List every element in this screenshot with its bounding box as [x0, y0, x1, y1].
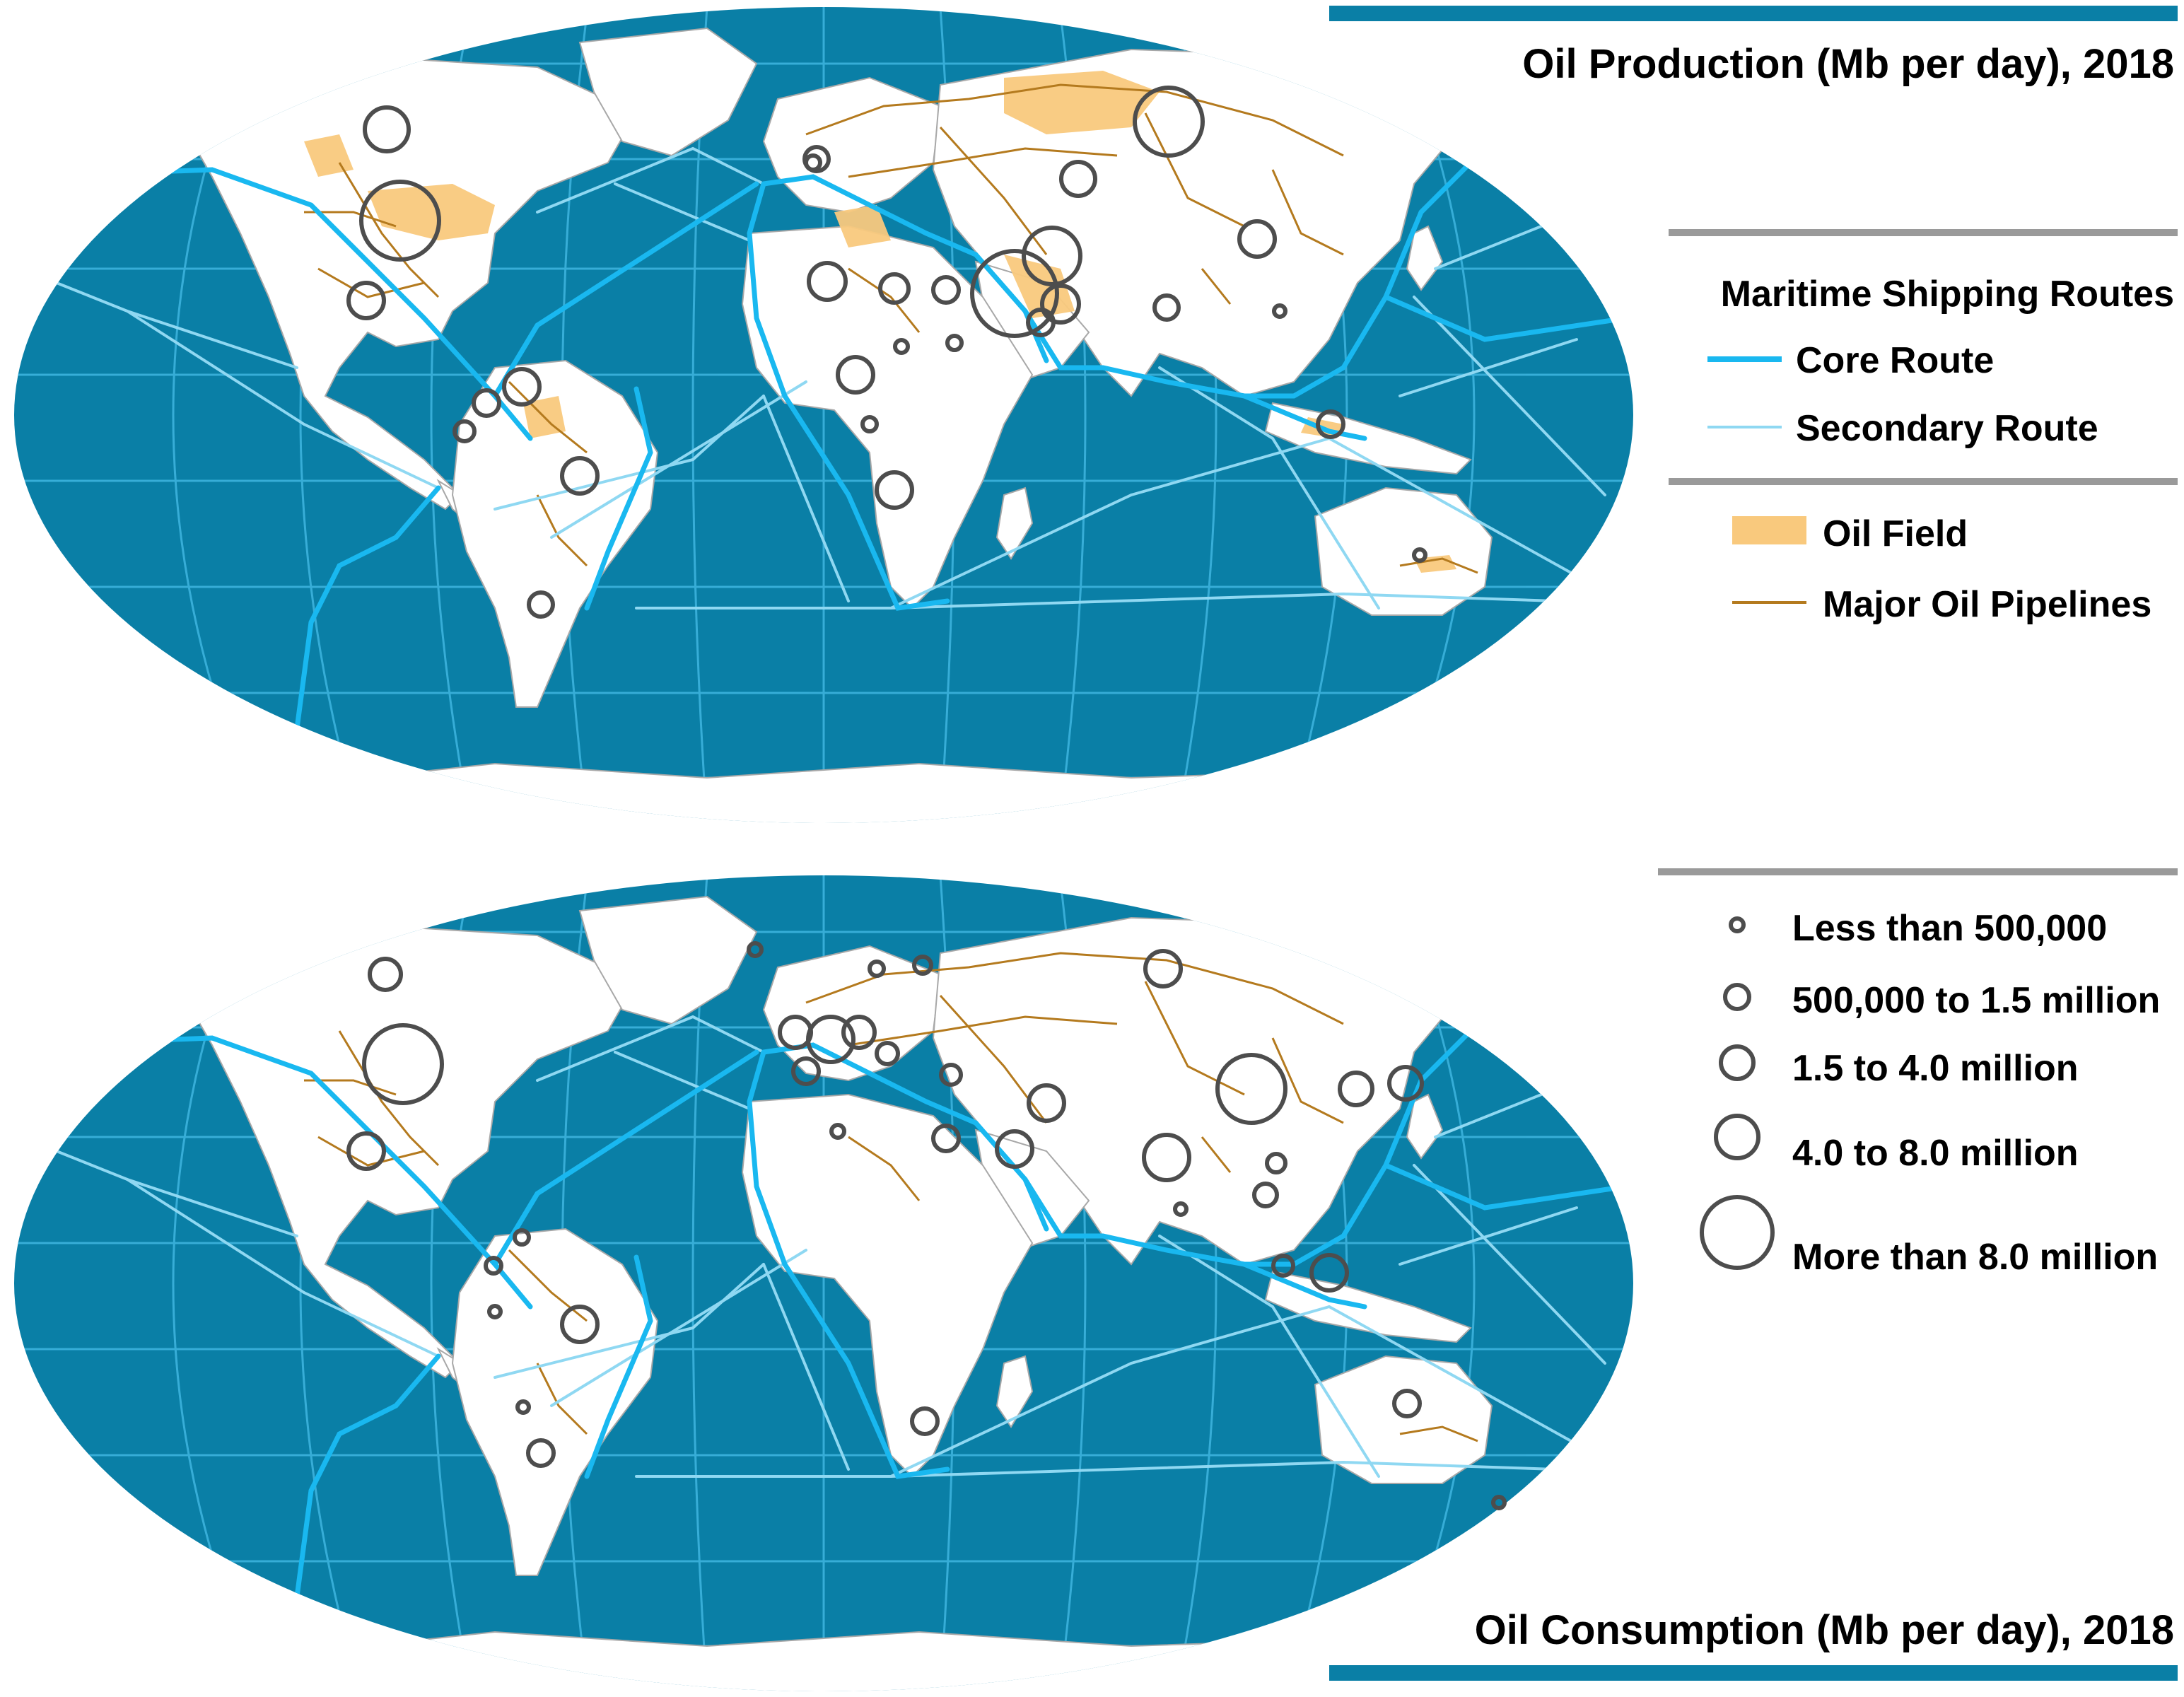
circle-venezuela [513, 1228, 531, 1247]
production-circles [346, 86, 1427, 619]
circle-argentina [526, 1438, 556, 1468]
circle-turkey [939, 1063, 963, 1087]
circle-iceland [747, 941, 764, 958]
legend-pipeline-label: Major Oil Pipelines [1823, 584, 2151, 625]
circle-south-sudan [945, 334, 964, 352]
legend-divider-top [1669, 229, 2178, 236]
circle-australia [1412, 547, 1427, 563]
circle-colombia [484, 1256, 503, 1276]
circle-china [1215, 1053, 1287, 1125]
circle-argentina [527, 590, 555, 619]
circle-china [1237, 219, 1277, 259]
legend-divider-middle [1669, 478, 2178, 485]
legend-shipping-heading: Maritime Shipping Routes [1721, 274, 2174, 315]
circle-saudi-arabia [970, 249, 1059, 338]
circle-spain [791, 1056, 821, 1086]
circle-uk [804, 153, 822, 172]
circle-vietnam [1265, 1152, 1287, 1174]
circle-brazil [560, 1305, 600, 1344]
consumption-title-bar [1329, 1665, 2178, 1681]
legend-oil-field-label: Oil Field [1823, 513, 1968, 554]
circle-egypt [931, 1124, 961, 1153]
circle-iraq-iran [1022, 226, 1082, 286]
circle-india [1142, 1133, 1191, 1182]
legend-size-1-symbol [1729, 916, 1746, 933]
consumption-map [14, 875, 1633, 1691]
circle-south-africa [910, 1406, 940, 1436]
circle-algeria [829, 1123, 846, 1140]
circle-mexico [346, 1131, 386, 1171]
circle-indonesia [1309, 1253, 1349, 1293]
circle-uk [778, 1015, 813, 1050]
legend-size-4-label: 4.0 to 8.0 million [1792, 1133, 2079, 1174]
circle-sri-lanka [1173, 1201, 1189, 1217]
circle-indonesia [1316, 409, 1345, 439]
circle-russia [1143, 949, 1183, 989]
circle-usa [359, 180, 441, 262]
circle-australia [1392, 1389, 1422, 1418]
consumption-circles [346, 941, 1507, 1510]
circle-france [841, 1015, 877, 1050]
circle-congo [860, 415, 879, 433]
legend-size-2-symbol [1723, 983, 1751, 1011]
legend-size-5-label: More than 8.0 million [1792, 1237, 2158, 1278]
circle-canada [363, 105, 411, 153]
circle-kazakhstan [1059, 160, 1097, 198]
circle-sudan [893, 338, 910, 355]
legend-size-2-label: 500,000 to 1.5 million [1792, 980, 2160, 1021]
legend: Maritime Shipping Routes Core Route Seco… [1658, 229, 2178, 1278]
legend-size-5-symbol [1700, 1195, 1775, 1270]
circle-mexico [346, 281, 386, 320]
circle-sweden [868, 960, 886, 978]
circle-singapore [1271, 1254, 1295, 1278]
circle-nigeria [836, 355, 875, 395]
circle-brazil [560, 456, 600, 496]
circle-venezuela [502, 367, 542, 407]
production-title-bar [1329, 6, 2178, 21]
circle-usa [362, 1023, 444, 1105]
circle-new-zealand [1491, 1495, 1507, 1510]
legend-size-3-symbol [1719, 1044, 1756, 1081]
circle-colombia [472, 388, 501, 418]
circle-canada [368, 957, 403, 992]
circle-oman [1026, 308, 1056, 337]
circle-libya [878, 272, 911, 305]
consumption-title: Oil Consumption (Mb per day), 2018 [1475, 1607, 2174, 1653]
circle-angola [875, 470, 914, 510]
circle-india [1152, 293, 1181, 322]
circle-saudi-arabia [995, 1129, 1034, 1169]
production-map [14, 7, 1633, 823]
legend-size-3-label: 1.5 to 4.0 million [1792, 1048, 2079, 1089]
circle-poland [912, 955, 933, 976]
circle-algeria [807, 261, 848, 302]
circle-japan [1387, 1065, 1424, 1102]
circle-italy [875, 1041, 900, 1066]
legend-size-4-symbol [1714, 1114, 1760, 1160]
legend-oil-field-swatch [1732, 516, 1806, 544]
circle-thailand [1272, 303, 1287, 319]
circle-korea [1338, 1071, 1374, 1107]
production-title: Oil Production (Mb per day), 2018 [1522, 41, 2174, 87]
circle-russia [1133, 86, 1205, 158]
legend-secondary-route-label: Secondary Route [1796, 408, 2098, 449]
circle-chile [515, 1399, 531, 1415]
circle-thailand [1252, 1182, 1279, 1208]
legend-core-route-label: Core Route [1796, 340, 1994, 381]
circle-uae [1040, 284, 1081, 325]
circle-ecuador [452, 419, 477, 443]
circle-peru [487, 1304, 503, 1319]
legend-size-1-label: Less than 500,000 [1792, 908, 2107, 949]
legend-divider-sizes [1658, 868, 2178, 875]
circle-egypt [931, 275, 961, 305]
circle-iran [1027, 1083, 1066, 1123]
